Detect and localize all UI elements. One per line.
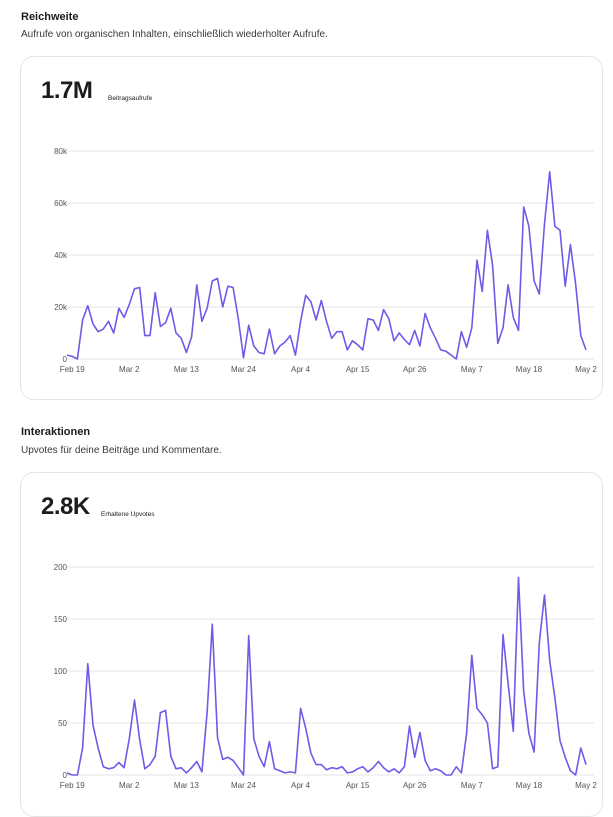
chart-card-interaktionen: 2.8K Erhaltene Upvotes 0 50 100 150 200 Feb 1…	[20, 472, 603, 817]
line-chart-interaktionen: 0 50 100 150 200 Feb 19 Mar 2 Mar 13 Mar 24 Apr 4…	[54, 563, 598, 790]
series-line	[66, 171, 587, 360]
series-line	[66, 576, 587, 776]
x-tick-label: Apr 4	[291, 781, 311, 790]
x-tick-label: May 7	[461, 365, 483, 374]
metric-label: Beitragsaufrufe	[108, 95, 153, 102]
x-tick-label: Mar 13	[174, 365, 199, 374]
y-tick-label: 100	[54, 667, 68, 676]
metric-value: 1.7M	[41, 77, 93, 104]
y-tick-label: 150	[54, 615, 68, 624]
y-tick-label: 40k	[54, 251, 68, 260]
metric-value: 2.8K	[41, 493, 90, 520]
y-tick-label: 50	[58, 719, 67, 728]
x-tick-label: Mar 2	[119, 365, 140, 374]
x-tick-label: Apr 26	[403, 365, 427, 374]
chart-card-reichweite: 1.7M Beitragsaufrufe 0 20k 40k 60k 80k Feb 19…	[20, 56, 603, 400]
x-tick-label: Mar 13	[174, 781, 199, 790]
section-description: Aufrufe von organischen Inhalten, einsch…	[21, 29, 328, 40]
x-tick-label: Mar 24	[231, 781, 256, 790]
y-tick-label: 0	[63, 355, 68, 364]
x-tick-label: Apr 4	[291, 365, 311, 374]
x-tick-label: May 18	[516, 365, 543, 374]
section-title: Interaktionen	[21, 426, 91, 438]
y-tick-label: 0	[63, 771, 68, 780]
x-tick-label: Mar 2	[119, 781, 140, 790]
x-tick-label: Apr 15	[346, 781, 370, 790]
section-description: Upvotes für deine Beiträge und Kommentar…	[21, 445, 222, 456]
x-tick-label: May 2	[575, 781, 597, 790]
y-tick-label: 80k	[54, 147, 68, 156]
y-tick-label: 200	[54, 563, 68, 572]
section-title: Reichweite	[21, 11, 79, 23]
x-tick-label: Feb 19	[60, 781, 85, 790]
x-tick-label: May 2	[575, 365, 597, 374]
x-tick-label: Apr 26	[403, 781, 427, 790]
x-tick-label: Apr 15	[346, 365, 370, 374]
x-tick-label: May 18	[516, 781, 543, 790]
line-chart-reichweite: 0 20k 40k 60k 80k Feb 19 Mar 2 Mar 13 Mar 24 Apr …	[54, 147, 597, 374]
x-tick-label: Mar 24	[231, 365, 256, 374]
metric-label: Erhaltene Upvotes	[101, 511, 155, 518]
y-tick-label: 20k	[54, 303, 68, 312]
x-tick-label: Feb 19	[60, 365, 85, 374]
x-tick-label: May 7	[461, 781, 483, 790]
y-tick-label: 60k	[54, 199, 68, 208]
